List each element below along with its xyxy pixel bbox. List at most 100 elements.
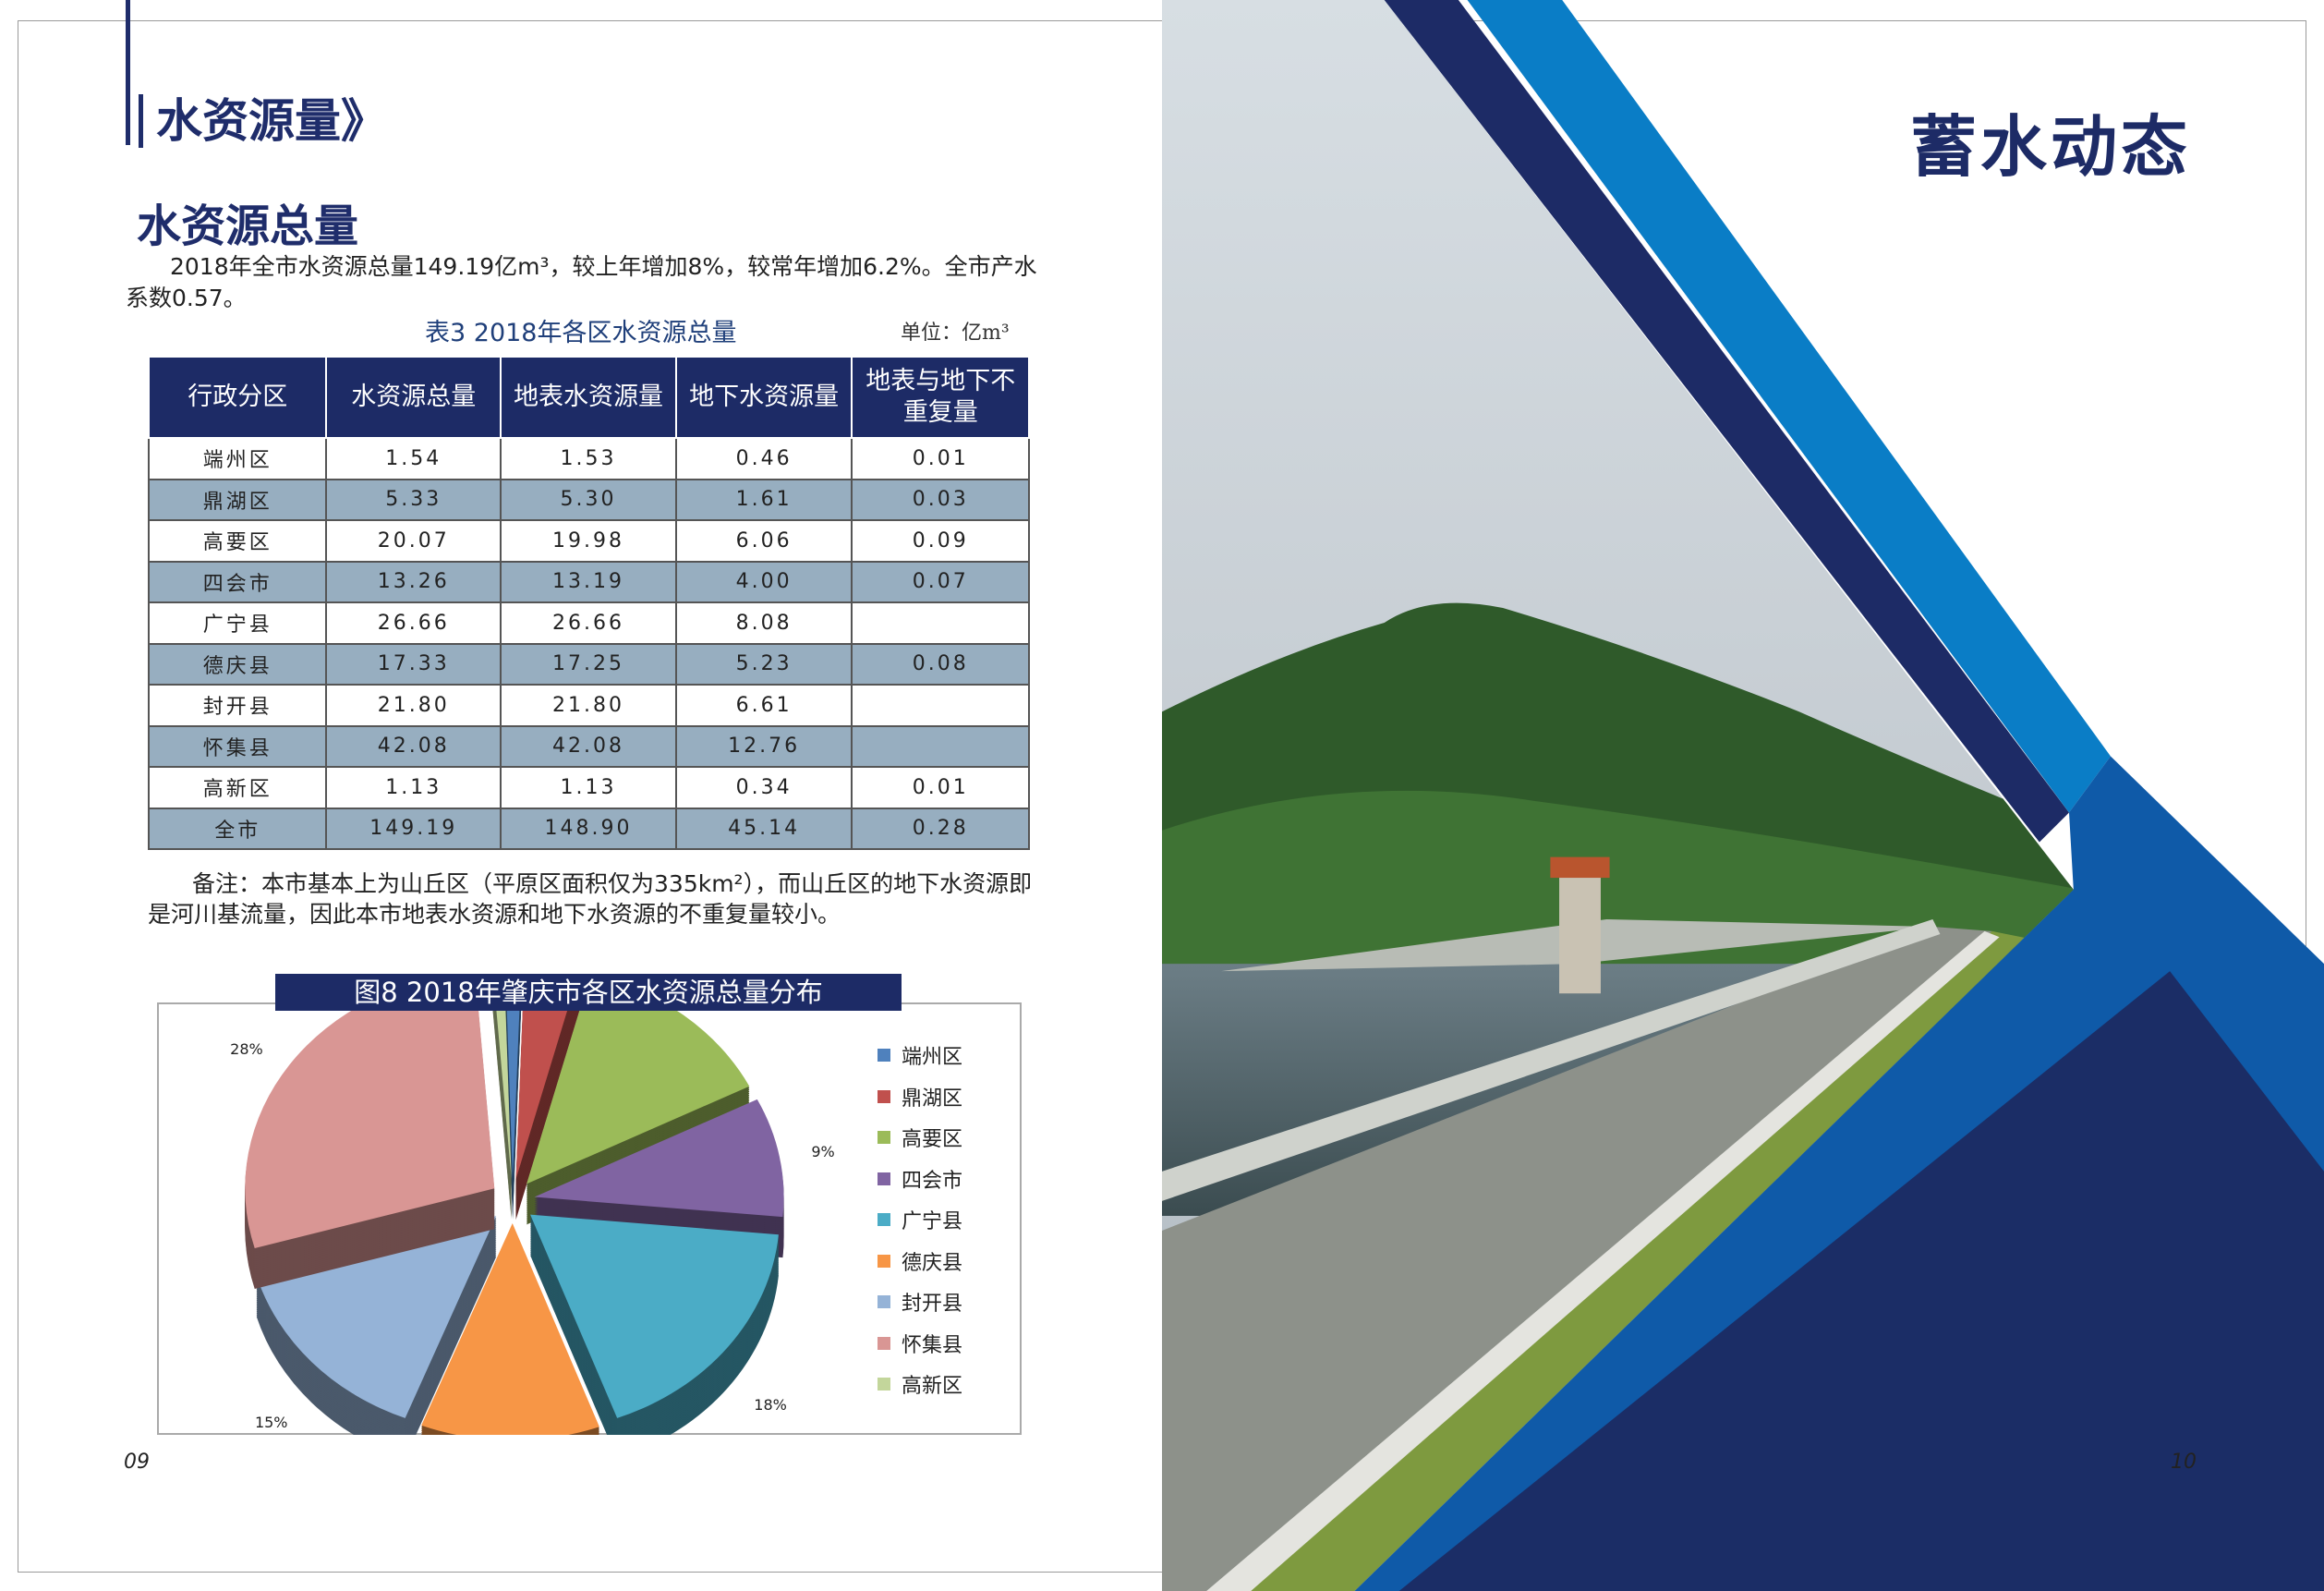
table-unit: 单位：亿m³ bbox=[901, 322, 1010, 345]
table-note: 备注：本市基本上为山丘区（平原区面积仅为335km²），而山丘区的地下水资源即是… bbox=[148, 870, 1033, 928]
table-cell: 5.33 bbox=[325, 478, 502, 521]
legend-label: 广宁县 bbox=[902, 1210, 963, 1234]
table-row: 端州区 1.54 1.53 0.46 0.01 bbox=[147, 437, 1030, 480]
data-label: 9% bbox=[811, 1143, 834, 1160]
district-name: 高新区 bbox=[147, 766, 328, 809]
accent-bar bbox=[126, 0, 130, 145]
table-cell: 5.30 bbox=[500, 478, 677, 521]
water-resources-table: 行政分区 水资源总量 地表水资源量 地下水资源量 地表与地下不重复量 端州区 1.54 1.… bbox=[147, 356, 1030, 850]
table-cell: 0.34 bbox=[674, 766, 853, 809]
legend-item: 鼎湖区 bbox=[878, 1076, 962, 1118]
column-header: 地表水资源量 bbox=[500, 356, 677, 439]
table-row: 怀集县 42.08 42.08 12.76 bbox=[147, 724, 1030, 768]
district-name: 高要区 bbox=[147, 519, 328, 563]
column-header: 地下水资源量 bbox=[674, 356, 853, 439]
legend-swatch bbox=[878, 1336, 890, 1350]
reservoir-photo bbox=[1162, 0, 2074, 1591]
legend-item: 怀集县 bbox=[878, 1323, 962, 1365]
data-label: 28% bbox=[230, 1040, 263, 1058]
table-row: 全市 149.19 148.90 45.14 0.28 bbox=[147, 807, 1030, 850]
table-cell: 0.01 bbox=[851, 437, 1030, 480]
table-cell: 4.00 bbox=[674, 560, 853, 603]
section-title: 水资源量》 bbox=[139, 94, 387, 148]
legend-swatch bbox=[878, 1213, 890, 1227]
legend-label: 四会市 bbox=[902, 1169, 963, 1193]
table-cell bbox=[851, 724, 1030, 768]
page-number: 09 bbox=[124, 1451, 150, 1474]
table-cell: 6.61 bbox=[674, 684, 853, 727]
table-cell: 0.08 bbox=[851, 642, 1030, 686]
legend-label: 端州区 bbox=[902, 1046, 963, 1070]
column-header: 行政分区 bbox=[147, 356, 328, 439]
table-cell: 8.08 bbox=[674, 601, 853, 645]
pie-slice-3 bbox=[527, 1002, 750, 1225]
table-cell: 20.07 bbox=[325, 519, 502, 563]
data-label: 18% bbox=[754, 1396, 787, 1414]
legend-item: 端州区 bbox=[878, 1035, 962, 1076]
table-cell: 17.25 bbox=[500, 642, 677, 686]
table-cell: 21.80 bbox=[325, 684, 502, 727]
district-name: 德庆县 bbox=[147, 642, 328, 686]
table-cell: 0.09 bbox=[851, 519, 1030, 563]
legend-label: 德庆县 bbox=[902, 1251, 963, 1275]
legend-swatch bbox=[878, 1049, 890, 1063]
district-name: 端州区 bbox=[147, 437, 328, 480]
table-cell: 1.53 bbox=[500, 437, 677, 480]
blue-stripe bbox=[1467, 0, 2111, 813]
legend-label: 高新区 bbox=[902, 1375, 963, 1399]
table-cell: 148.90 bbox=[500, 807, 677, 850]
district-name: 怀集县 bbox=[147, 724, 328, 768]
table-cell: 1.61 bbox=[674, 478, 853, 521]
legend-item: 高要区 bbox=[878, 1117, 962, 1159]
right-page-title: 蓄水动态 bbox=[1910, 108, 2192, 186]
pie-slice-5 bbox=[530, 1214, 779, 1435]
table-cell: 0.03 bbox=[851, 478, 1030, 521]
legend-item: 高新区 bbox=[878, 1364, 962, 1405]
legend-swatch bbox=[878, 1089, 890, 1103]
pie-slice-1 bbox=[504, 1002, 522, 1221]
table-row: 鼎湖区 5.33 5.30 1.61 0.03 bbox=[147, 478, 1030, 521]
data-label: 15% bbox=[255, 1414, 288, 1431]
table-cell: 45.14 bbox=[674, 807, 853, 850]
heading: 水资源总量 bbox=[137, 200, 359, 252]
table-row: 德庆县 17.33 17.25 5.23 0.08 bbox=[147, 642, 1030, 686]
intro-paragraph: 2018年全市水资源总量149.19亿m³，较上年增加8%，较常年增加6.2%。… bbox=[126, 253, 1037, 311]
table-cell: 26.66 bbox=[500, 601, 677, 645]
table-cell bbox=[851, 684, 1030, 727]
right-page-graphic bbox=[1162, 0, 2324, 1591]
pie-slice-9 bbox=[491, 1002, 512, 1221]
district-name: 鼎湖区 bbox=[147, 478, 328, 521]
column-header: 地表与地下不重复量 bbox=[851, 356, 1030, 439]
table-cell: 21.80 bbox=[500, 684, 677, 727]
legend-item: 德庆县 bbox=[878, 1241, 962, 1282]
table-cell: 0.07 bbox=[851, 560, 1030, 603]
table-cell: 13.19 bbox=[500, 560, 677, 603]
table-cell: 0.28 bbox=[851, 807, 1030, 850]
district-name: 四会市 bbox=[147, 560, 328, 603]
table-cell: 6.06 bbox=[674, 519, 853, 563]
legend-label: 怀集县 bbox=[902, 1333, 963, 1357]
pie-slice-8 bbox=[245, 1002, 495, 1289]
column-header: 水资源总量 bbox=[325, 356, 502, 439]
table-row: 广宁县 26.66 26.66 8.08 bbox=[147, 601, 1030, 645]
table-caption: 表3 2018年各区水资源总量 bbox=[425, 319, 737, 347]
legend-swatch bbox=[878, 1378, 890, 1391]
table-cell: 12.76 bbox=[674, 724, 853, 768]
legend-swatch bbox=[878, 1295, 890, 1309]
table-cell: 42.08 bbox=[500, 724, 677, 768]
pie-slice-7 bbox=[256, 1216, 497, 1435]
table-row: 封开县 21.80 21.80 6.61 bbox=[147, 684, 1030, 727]
table-cell: 1.54 bbox=[325, 437, 502, 480]
legend-label: 封开县 bbox=[902, 1293, 963, 1317]
table-cell: 19.98 bbox=[500, 519, 677, 563]
navy-stripe bbox=[1384, 0, 2070, 843]
chart-legend: 端州区鼎湖区高要区四会市广宁县德庆县封开县怀集县高新区 bbox=[878, 1035, 962, 1405]
table-cell: 5.23 bbox=[674, 642, 853, 686]
legend-item: 广宁县 bbox=[878, 1199, 962, 1241]
legend-label: 高要区 bbox=[902, 1128, 963, 1152]
table-cell: 1.13 bbox=[500, 766, 677, 809]
pie-slice-6 bbox=[421, 1222, 599, 1435]
table-cell: 13.26 bbox=[325, 560, 502, 603]
table-cell: 149.19 bbox=[325, 807, 502, 850]
table-cell: 0.01 bbox=[851, 766, 1030, 809]
